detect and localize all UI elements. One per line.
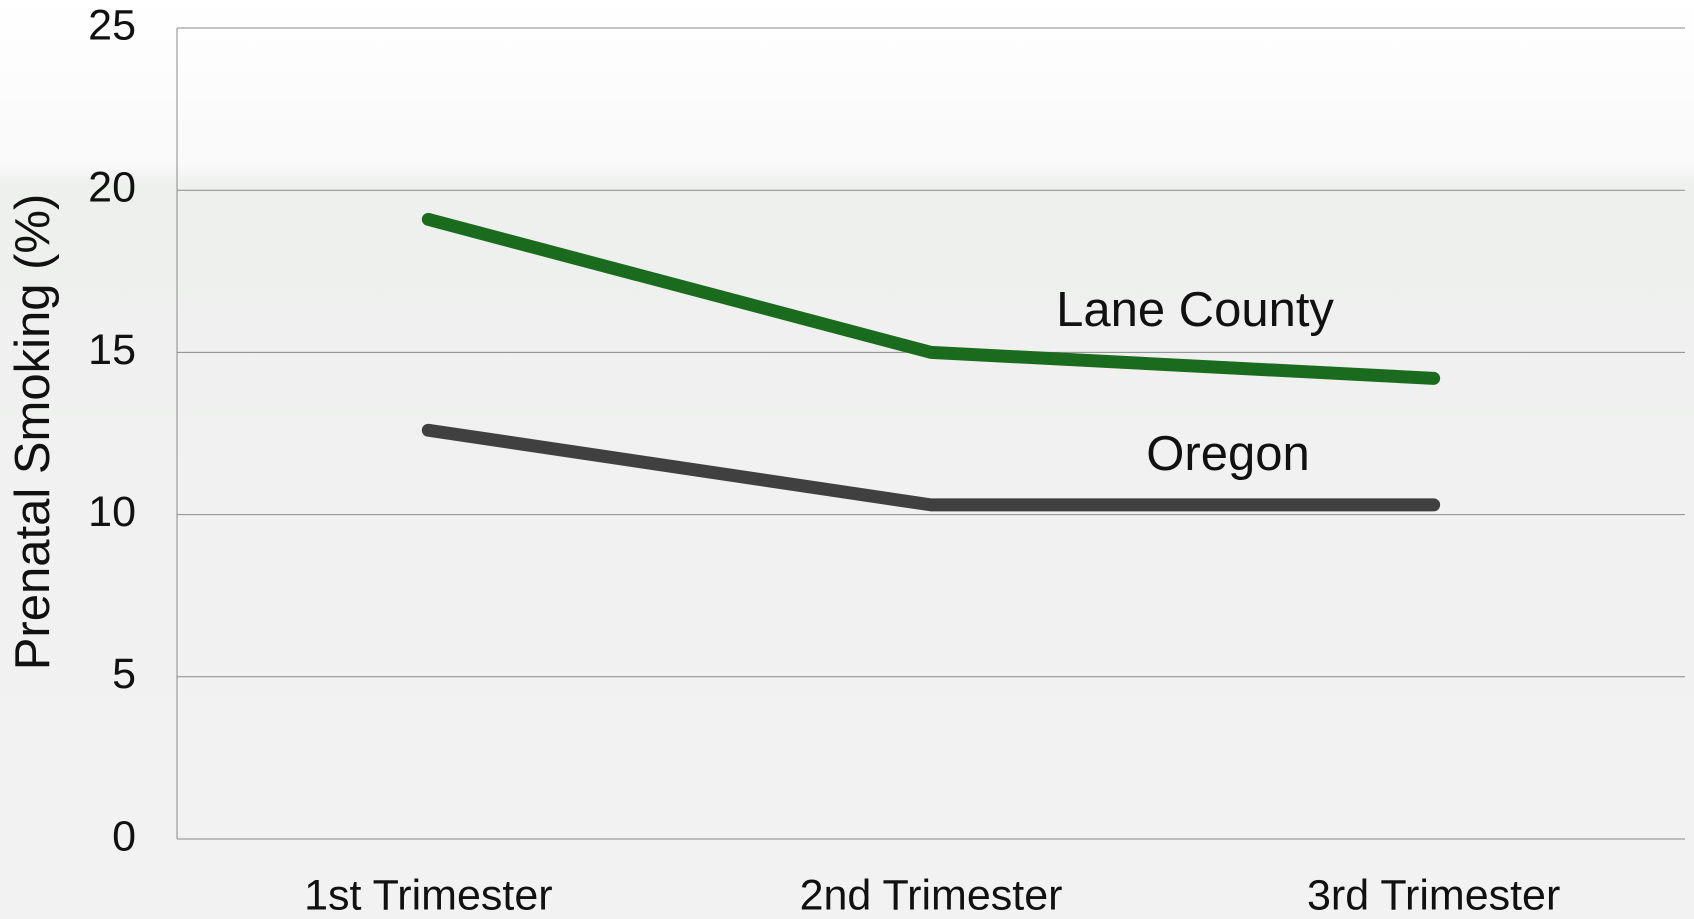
y-tick-label: 15 <box>88 326 136 374</box>
y-axis-label: Prenatal Smoking (%) <box>6 194 60 671</box>
page: {"chart_data": {"type": "line", "y_label… <box>0 0 1694 919</box>
y-tick-label: 20 <box>88 164 136 212</box>
series-label: Lane County <box>1056 283 1334 337</box>
chart: Prenatal Smoking (%) 0 5 10 15 20 25 1st Trime… <box>0 0 1694 919</box>
y-tick-label: 10 <box>88 488 136 536</box>
x-tick-label: 3rd Trimester <box>1307 871 1560 919</box>
x-tick-label: 1st Trimester <box>304 871 553 919</box>
x-tick-label: 2nd Trimester <box>800 871 1063 919</box>
y-tick-label: 5 <box>112 650 136 698</box>
series-label: Oregon <box>1146 427 1309 481</box>
y-tick-label: 25 <box>88 1 136 49</box>
background <box>0 0 1694 919</box>
y-tick-label: 0 <box>112 812 136 860</box>
